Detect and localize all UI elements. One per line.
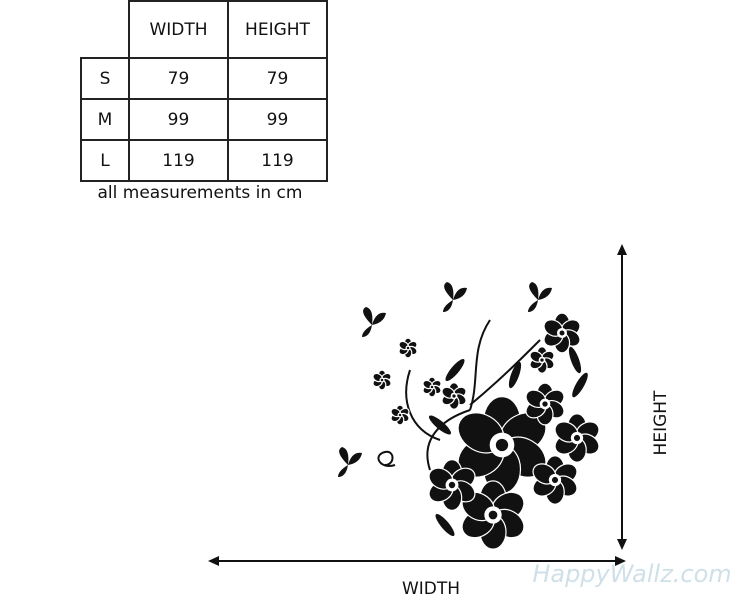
header-row: WIDTH HEIGHT bbox=[81, 0, 328, 59]
leaf bbox=[508, 361, 522, 389]
flower-dot bbox=[380, 378, 384, 382]
row: S 79 79 bbox=[80, 57, 328, 100]
arrow-head bbox=[617, 244, 627, 255]
arrow-head bbox=[208, 556, 219, 566]
flower-dot bbox=[540, 358, 544, 362]
size-cell: L bbox=[80, 139, 130, 182]
size-cell: S bbox=[80, 57, 130, 100]
flower-decal bbox=[338, 282, 600, 550]
arrow-head bbox=[617, 539, 627, 550]
width-label: WIDTH bbox=[402, 579, 460, 599]
flower-dot bbox=[430, 385, 434, 389]
flower-dot bbox=[542, 401, 548, 407]
row: L 119 119 bbox=[80, 139, 328, 182]
width-cell: 119 bbox=[128, 139, 229, 182]
flower-dot bbox=[551, 476, 559, 484]
stem bbox=[377, 319, 541, 471]
column-header: HEIGHT bbox=[227, 0, 328, 59]
row: M 99 99 bbox=[80, 98, 328, 141]
leaf bbox=[445, 358, 465, 382]
note: all measurements in cm bbox=[97, 183, 303, 203]
flower-dot bbox=[452, 394, 456, 398]
height-cell: 99 bbox=[227, 98, 328, 141]
height-cell: 119 bbox=[227, 139, 328, 182]
butterfly bbox=[338, 447, 362, 477]
height-label: HEIGHT bbox=[651, 390, 671, 455]
size-cell: M bbox=[80, 98, 130, 141]
flower-dot bbox=[406, 346, 410, 350]
width-cell: 99 bbox=[128, 98, 229, 141]
butterfly bbox=[362, 307, 386, 337]
flower-dot bbox=[559, 330, 565, 336]
leaf bbox=[568, 346, 582, 374]
arrow-head bbox=[615, 556, 626, 566]
flower-dot bbox=[448, 481, 456, 489]
flower-dot bbox=[573, 434, 581, 442]
leaf bbox=[572, 372, 588, 398]
size-table: WIDTH HEIGHT S 79 79 M 99 99 L 119 119 bbox=[80, 0, 328, 182]
corner bbox=[81, 1, 130, 59]
leaf bbox=[428, 415, 452, 435]
flower-dot bbox=[495, 438, 509, 452]
butterfly bbox=[528, 282, 552, 312]
column-header: WIDTH bbox=[128, 0, 229, 59]
height-cell: 79 bbox=[227, 57, 328, 100]
flower-dot bbox=[488, 510, 498, 520]
flower-dot bbox=[398, 413, 402, 417]
butterfly bbox=[443, 282, 467, 312]
width-cell: 79 bbox=[128, 57, 229, 100]
leaf bbox=[435, 513, 455, 537]
watermark: HappyWallz.com bbox=[532, 560, 731, 588]
